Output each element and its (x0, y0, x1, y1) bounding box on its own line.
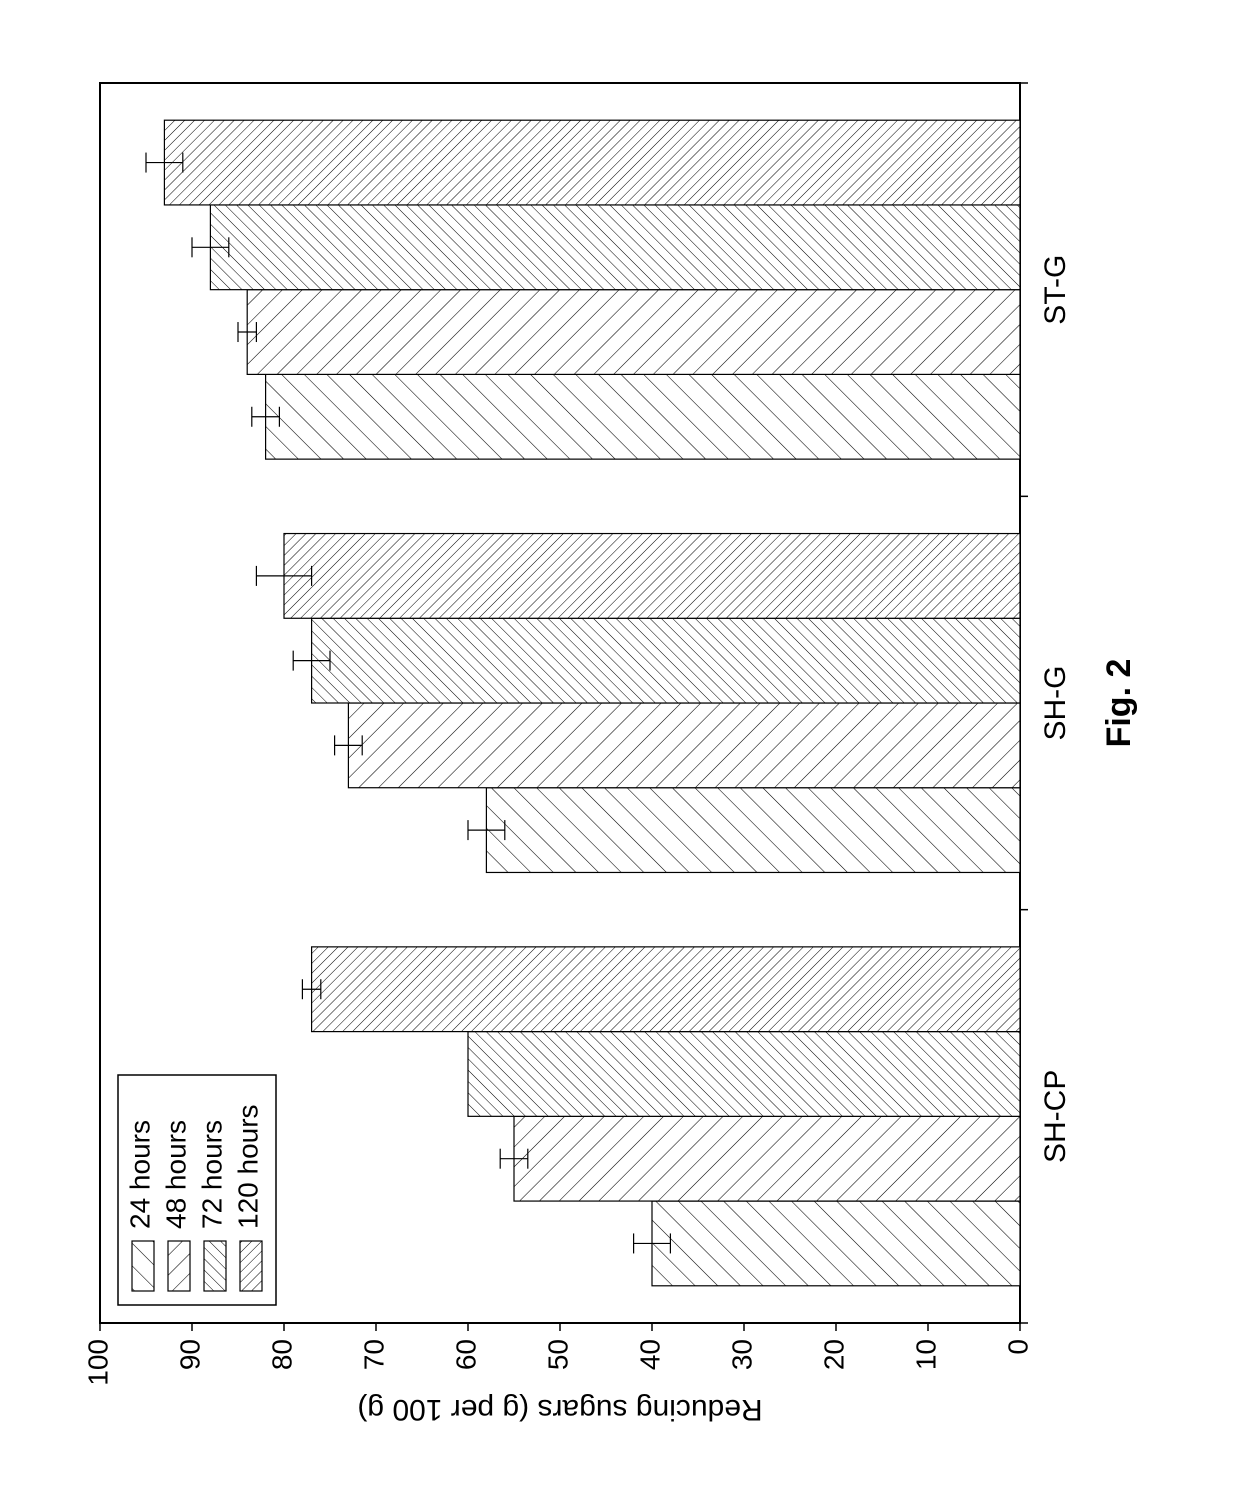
bar (284, 534, 1020, 619)
page: 0 10 20 30 40 50 60 70 80 90 100 Reducing sugars (g… (0, 0, 1240, 1506)
x-category-label: ST-G (1039, 255, 1072, 325)
bar (486, 788, 1020, 873)
svg-text:60: 60 (450, 1339, 481, 1370)
bar (312, 618, 1020, 703)
x-category-label: SH-G (1039, 666, 1072, 741)
bar (348, 703, 1020, 788)
svg-text:80: 80 (266, 1339, 297, 1370)
svg-text:50: 50 (542, 1339, 573, 1370)
svg-text:100: 100 (82, 1339, 113, 1386)
svg-text:30: 30 (726, 1339, 757, 1370)
figure-caption: Fig. 2 (1100, 659, 1138, 748)
svg-text:0: 0 (1002, 1339, 1033, 1355)
reducing-sugars-bar-chart: 0 10 20 30 40 50 60 70 80 90 100 Reducing sugars (g… (70, 53, 1170, 1453)
chart-container: 0 10 20 30 40 50 60 70 80 90 100 Reducing sugars (g… (70, 53, 1170, 1453)
bar (210, 205, 1020, 290)
bar (652, 1201, 1020, 1286)
legend-swatch (168, 1241, 190, 1291)
legend-swatch (132, 1241, 154, 1291)
bar (164, 120, 1020, 205)
bar (266, 374, 1020, 459)
legend-label: 24 hours (125, 1120, 156, 1229)
legend-label: 120 hours (233, 1104, 264, 1229)
x-category-label: SH-CP (1039, 1070, 1072, 1163)
legend-swatch (240, 1241, 262, 1291)
svg-text:70: 70 (358, 1339, 389, 1370)
svg-text:10: 10 (910, 1339, 941, 1370)
svg-text:90: 90 (174, 1339, 205, 1370)
svg-text:20: 20 (818, 1339, 849, 1370)
bar (247, 290, 1020, 375)
bar (312, 947, 1020, 1032)
legend-label: 48 hours (161, 1120, 192, 1229)
legend-swatch (204, 1241, 226, 1291)
svg-text:Reducing sugars (g per 100 g): Reducing sugars (g per 100 g) (357, 1393, 762, 1426)
bar (468, 1032, 1020, 1117)
bar (514, 1116, 1020, 1201)
legend-label: 72 hours (197, 1120, 228, 1229)
svg-text:40: 40 (634, 1339, 665, 1370)
